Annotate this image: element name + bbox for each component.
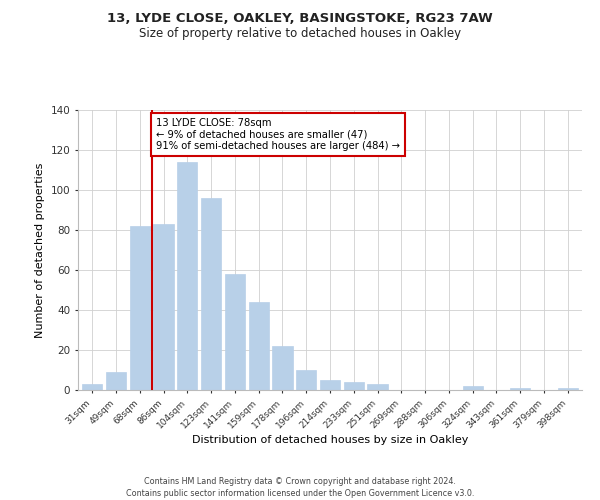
- Bar: [320, 380, 340, 390]
- Bar: [367, 384, 388, 390]
- Bar: [130, 226, 150, 390]
- Bar: [201, 198, 221, 390]
- Text: 13, LYDE CLOSE, OAKLEY, BASINGSTOKE, RG23 7AW: 13, LYDE CLOSE, OAKLEY, BASINGSTOKE, RG2…: [107, 12, 493, 26]
- Bar: [225, 274, 245, 390]
- Text: Size of property relative to detached houses in Oakley: Size of property relative to detached ho…: [139, 28, 461, 40]
- Y-axis label: Number of detached properties: Number of detached properties: [35, 162, 45, 338]
- Bar: [248, 302, 269, 390]
- Bar: [344, 382, 364, 390]
- Bar: [272, 346, 293, 390]
- Text: Contains public sector information licensed under the Open Government Licence v3: Contains public sector information licen…: [126, 489, 474, 498]
- Bar: [82, 384, 103, 390]
- X-axis label: Distribution of detached houses by size in Oakley: Distribution of detached houses by size …: [192, 436, 468, 446]
- Bar: [463, 386, 483, 390]
- Bar: [557, 388, 578, 390]
- Bar: [510, 388, 530, 390]
- Bar: [296, 370, 316, 390]
- Text: 13 LYDE CLOSE: 78sqm
← 9% of detached houses are smaller (47)
91% of semi-detach: 13 LYDE CLOSE: 78sqm ← 9% of detached ho…: [157, 118, 400, 151]
- Bar: [106, 372, 126, 390]
- Bar: [154, 224, 173, 390]
- Text: Contains HM Land Registry data © Crown copyright and database right 2024.: Contains HM Land Registry data © Crown c…: [144, 478, 456, 486]
- Bar: [177, 162, 197, 390]
